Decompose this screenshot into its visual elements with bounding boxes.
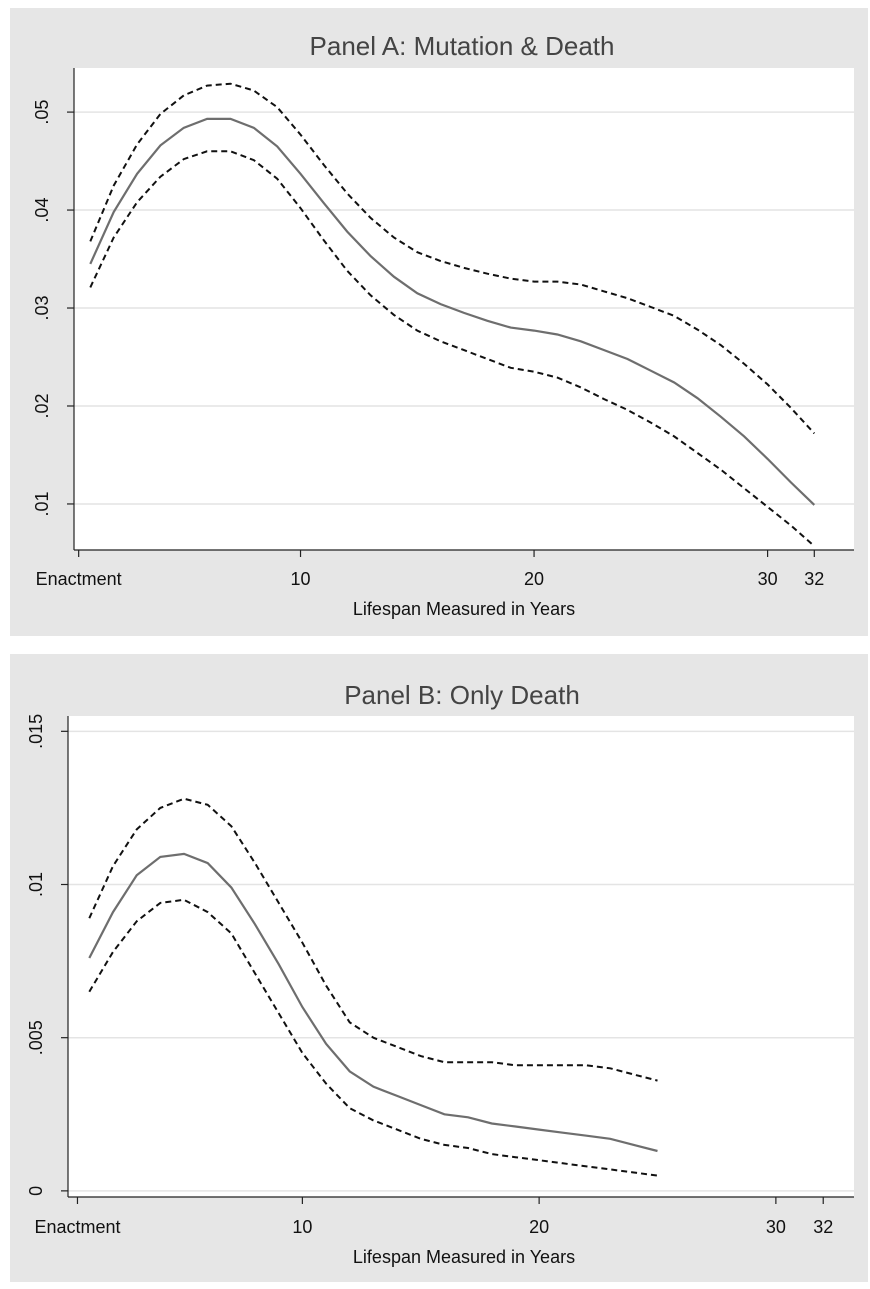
panel-a-plot-area (74, 68, 854, 550)
panel-b-x-axis-title: Lifespan Measured in Years (353, 1247, 575, 1267)
panel-b-gridlines (68, 730, 854, 1192)
panel-b-y-tick-label-3: .015 (26, 714, 46, 749)
panel-b-x-tick-label-2: 20 (529, 1217, 549, 1237)
panel-a-x-tick-label-1: 10 (291, 569, 311, 589)
panel-a-y-tick-label-2: .03 (32, 296, 52, 321)
panel-b-series (88, 797, 658, 1177)
panel-b-axes: 0 .005 .01 .015 Enactment 10 20 30 32 (26, 714, 854, 1237)
panel-a-y-tick-label-3: .04 (32, 198, 52, 223)
panel-a-y-tick-label-0: .01 (32, 491, 52, 516)
panel-a-upper-ci-line (89, 82, 816, 435)
panel-b-lower-ci-line (88, 898, 658, 1177)
panel-a-title: Panel A: Mutation & Death (310, 31, 615, 61)
panel-b-x-tick-label-3: 30 (766, 1217, 786, 1237)
panel-b-x-tick-label-0: Enactment (34, 1217, 120, 1237)
panel-a-y-tick-label-4: .05 (32, 100, 52, 125)
panel-a-y-tick-label-1: .02 (32, 393, 52, 418)
panel-a-lower-ci-line (89, 150, 815, 547)
panel-a-series (89, 82, 816, 547)
panel-b-y-tick-label-1: .005 (26, 1020, 46, 1055)
panel-b-title: Panel B: Only Death (344, 680, 580, 710)
panel-a-x-axis-title: Lifespan Measured in Years (353, 599, 575, 619)
panel-b-upper-ci-line (88, 797, 658, 1082)
panel-a-x-tick-label-4: 32 (804, 569, 824, 589)
panel-a-axes: .01 .02 .03 .04 .05 Enactment 10 20 30 32 (32, 68, 854, 589)
panel-b-y-tick-label-2: .01 (26, 872, 46, 897)
panel-a-x-tick-label-2: 20 (524, 569, 544, 589)
panel-b-chart: Panel B: Only Death 0 .005 .01 .015 Enactmen… (10, 654, 868, 1282)
panel-a-chart: Panel A: Mutation & Death .01.02.03.04.0… (10, 8, 868, 636)
panel-a-estimate-line (89, 117, 816, 506)
panel-a-x-tick-label-0: Enactment (36, 569, 122, 589)
panel-b-plot-area (68, 716, 854, 1197)
panel-b-x-tick-label-1: 10 (292, 1217, 312, 1237)
panel-b-x-tick-label-4: 32 (813, 1217, 833, 1237)
panel-b-estimate-line (88, 852, 658, 1153)
panel-a-x-tick-label-3: 30 (758, 569, 778, 589)
panel-b-y-tick-label-0: 0 (26, 1186, 46, 1196)
panel-a-gridlines (74, 111, 854, 505)
